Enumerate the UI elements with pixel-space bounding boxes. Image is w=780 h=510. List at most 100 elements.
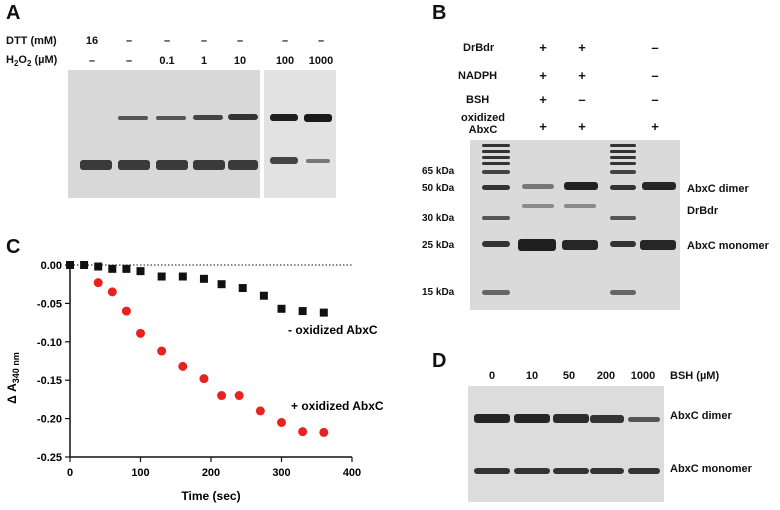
condition-label: NADPH <box>458 70 498 82</box>
data-point-square <box>157 272 166 281</box>
gel-band <box>610 156 636 159</box>
data-point-square <box>94 262 103 271</box>
gel-band <box>156 116 186 120</box>
gel-a-left <box>68 70 260 198</box>
condition-label: DrBdr <box>463 42 495 54</box>
data-point-circle <box>199 374 209 384</box>
data-point-circle <box>157 346 167 356</box>
data-point-circle <box>277 417 286 427</box>
gel-band <box>522 204 554 208</box>
data-point-circle <box>107 287 117 297</box>
gel-band <box>590 415 624 423</box>
dtt-value: 16 <box>85 35 99 47</box>
y-tick-label: -0.25 <box>37 452 62 464</box>
gel-band <box>482 144 510 147</box>
condition-symbol: – <box>651 92 659 107</box>
gel-band <box>562 240 598 250</box>
gel-band <box>522 184 554 189</box>
band-label: DrBdr <box>687 205 719 217</box>
x-tick-label: 100 <box>131 467 149 479</box>
gel-band <box>482 156 510 159</box>
bsh-concentration: 50 <box>562 370 576 382</box>
gel-band <box>610 185 636 190</box>
condition-symbol: + <box>578 40 586 55</box>
gel-b <box>470 140 680 310</box>
data-point-square <box>298 307 307 316</box>
gel-band <box>118 116 148 120</box>
gel-band <box>564 182 598 190</box>
gel-band <box>482 241 510 247</box>
gel-band <box>193 160 225 170</box>
marker-label: 15 kDa <box>422 287 455 298</box>
x-tick-label: 300 <box>272 467 290 479</box>
gel-band <box>514 468 550 474</box>
dtt-value: – <box>125 35 133 47</box>
gel-band <box>228 160 258 170</box>
condition-symbol: + <box>539 68 547 83</box>
condition-label: BSH <box>466 94 490 106</box>
gel-band <box>482 185 510 190</box>
gel-band <box>482 170 510 174</box>
gel-band <box>270 114 298 121</box>
data-point-square <box>259 291 268 300</box>
h2o2-value: 0.1 <box>159 55 175 67</box>
data-point-square <box>80 261 89 269</box>
dtt-value: – <box>317 35 325 47</box>
gel-band <box>482 216 510 220</box>
data-point-square <box>217 280 226 289</box>
data-point-circle <box>121 306 131 316</box>
condition-symbol: + <box>539 92 547 107</box>
gel-band <box>304 114 332 122</box>
gel-band <box>642 182 676 190</box>
data-point-square <box>277 304 286 313</box>
data-point-square <box>136 267 145 276</box>
data-point-circle <box>319 427 329 437</box>
h2o2-value: – <box>125 55 133 67</box>
condition-symbol: – <box>651 40 659 55</box>
marker-label: 25 kDa <box>422 240 455 251</box>
gel-band <box>156 160 188 170</box>
series-label-neg: - oxidized AbxC <box>288 323 378 337</box>
gel-band <box>610 150 636 153</box>
bsh-concentration: 0 <box>488 370 496 382</box>
panel-c-letter: C <box>6 236 21 258</box>
bsh-concentration: 10 <box>525 370 539 382</box>
h2o2-value: – <box>88 55 96 67</box>
gel-band <box>553 414 589 423</box>
y-tick-label: 0.00 <box>41 260 62 272</box>
h2o2-row-label: H2O2 (µM) <box>6 54 58 69</box>
gel-band <box>610 241 636 247</box>
gel-a-right <box>264 70 336 198</box>
condition-symbol: – <box>651 68 659 83</box>
bsh-concentration: 200 <box>596 370 616 382</box>
dtt-value: – <box>200 35 208 47</box>
data-point-square <box>66 261 74 269</box>
gel-band <box>80 160 112 170</box>
gel-band <box>640 240 676 250</box>
gel-band <box>610 290 636 295</box>
data-point-circle <box>178 361 188 371</box>
gel-band <box>628 417 660 422</box>
gel-band <box>514 414 550 423</box>
h2o2-value: 1000 <box>308 55 334 67</box>
x-tick-label: 400 <box>343 467 361 479</box>
band-label: AbxC monomer <box>670 463 752 475</box>
marker-label: 65 kDa <box>422 166 455 177</box>
dtt-value: – <box>236 35 244 47</box>
data-point-circle <box>93 278 103 288</box>
data-point-square <box>178 272 187 281</box>
data-point-circle <box>298 427 308 437</box>
y-tick-label: -0.15 <box>37 375 62 387</box>
panel-a-letter: A <box>6 2 21 24</box>
gel-band <box>474 468 510 474</box>
series-label-pos: + oxidized AbxC <box>291 399 384 413</box>
y-axis-label: Δ A340 nm <box>5 352 21 404</box>
gel-band <box>306 159 330 163</box>
dtt-row-label: DTT (mM) <box>6 35 57 47</box>
data-point-circle <box>255 406 265 416</box>
data-point-circle <box>136 328 145 338</box>
bsh-header: BSH (µM) <box>670 370 720 382</box>
gel-band <box>474 414 510 423</box>
condition-symbol: + <box>578 119 586 134</box>
gel-band <box>193 115 223 120</box>
